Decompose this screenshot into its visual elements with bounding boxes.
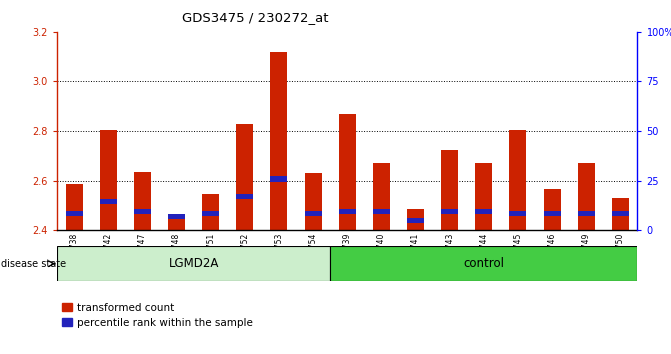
Bar	[100, 130, 117, 230]
Bar	[373, 209, 390, 214]
Bar	[305, 173, 321, 230]
Bar	[441, 149, 458, 230]
Bar	[612, 198, 629, 230]
Text: GDS3475 / 230272_at: GDS3475 / 230272_at	[182, 11, 328, 24]
Bar	[509, 211, 527, 216]
Bar	[305, 211, 321, 216]
Bar	[66, 184, 83, 230]
Bar	[236, 194, 254, 199]
Legend: transformed count, percentile rank within the sample: transformed count, percentile rank withi…	[62, 303, 253, 328]
Bar	[202, 211, 219, 216]
Bar	[612, 211, 629, 216]
Bar	[168, 215, 185, 219]
Bar	[544, 211, 561, 216]
Bar	[100, 199, 117, 204]
Bar	[544, 189, 561, 230]
Bar	[57, 246, 330, 281]
Bar	[475, 209, 493, 214]
Bar	[330, 246, 637, 281]
Text: LGMD2A: LGMD2A	[168, 257, 219, 270]
Bar	[339, 209, 356, 214]
Bar	[202, 194, 219, 230]
Bar	[578, 211, 595, 216]
Bar	[168, 219, 185, 230]
Bar	[339, 114, 356, 230]
Bar	[236, 124, 254, 230]
Bar	[475, 163, 493, 230]
Bar	[509, 130, 527, 230]
Text: control: control	[463, 257, 505, 270]
Bar	[578, 163, 595, 230]
Bar	[270, 176, 287, 182]
Bar	[407, 209, 424, 230]
Bar	[66, 211, 83, 216]
Bar	[441, 209, 458, 214]
Bar	[134, 209, 151, 214]
Bar	[373, 163, 390, 230]
Bar	[407, 218, 424, 223]
Bar	[270, 52, 287, 230]
Bar	[134, 172, 151, 230]
Text: disease state: disease state	[1, 259, 66, 269]
